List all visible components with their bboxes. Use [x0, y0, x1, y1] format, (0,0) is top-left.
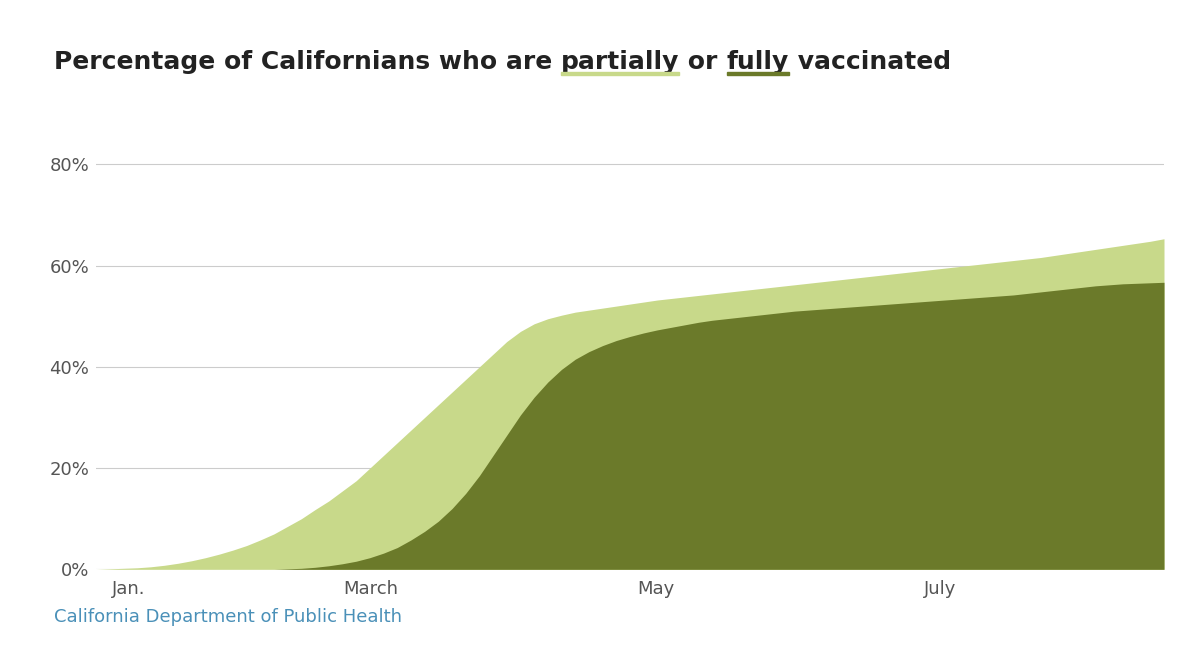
Text: Percentage of Californians who are: Percentage of Californians who are: [54, 50, 562, 73]
Text: vaccinated: vaccinated: [788, 50, 950, 73]
Text: California Department of Public Health: California Department of Public Health: [54, 608, 402, 626]
Text: partially: partially: [562, 50, 679, 73]
Text: or: or: [679, 50, 726, 73]
Text: fully: fully: [726, 50, 788, 73]
